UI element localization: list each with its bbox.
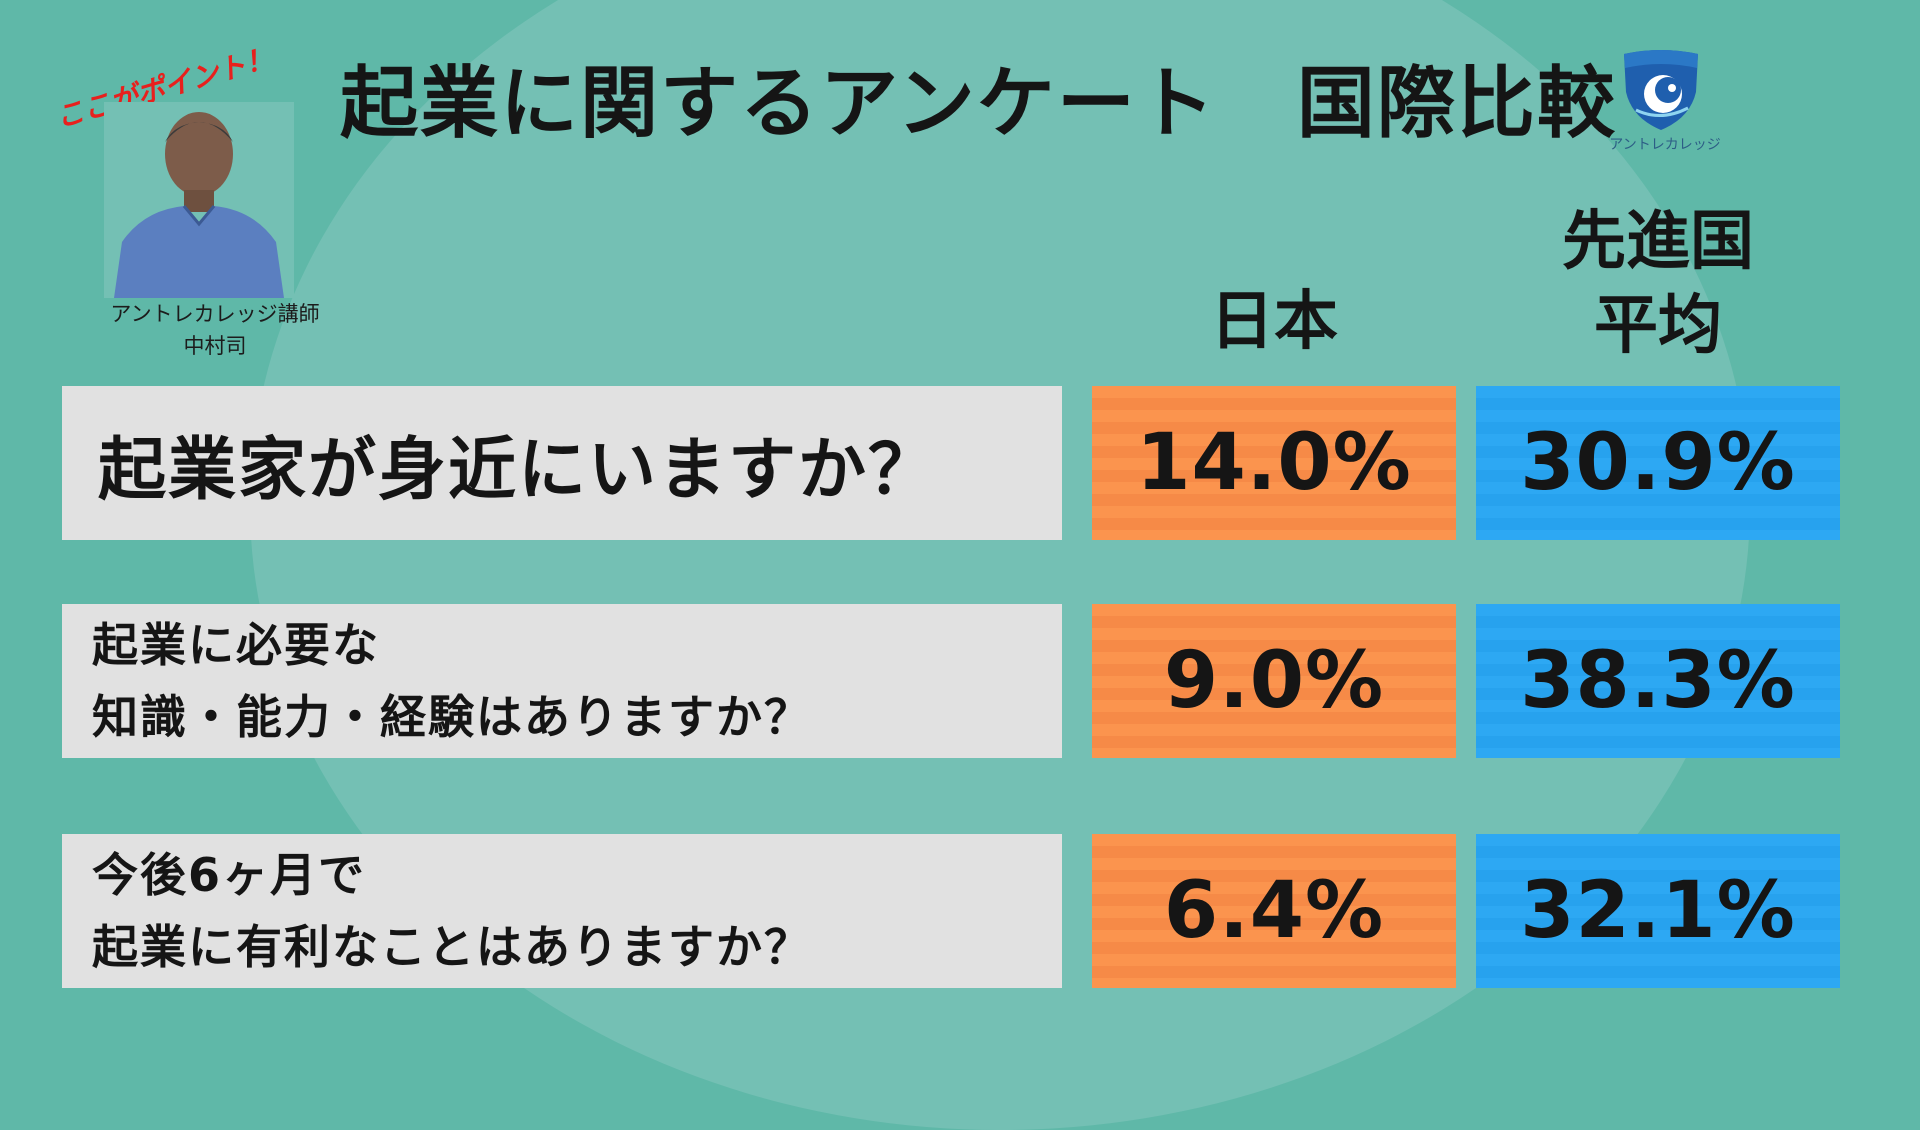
- question-row-3: 今後6ヶ月で 起業に有利なことはありますか？: [62, 834, 1062, 988]
- question-row-2: 起業に必要な 知識・能力・経験はありますか？: [62, 604, 1062, 758]
- page-title: 起業に関するアンケート 国際比較: [340, 59, 1617, 149]
- presenter-photo: [104, 102, 294, 298]
- japan-value-cell: 9.0%: [1092, 604, 1456, 758]
- presenter-role: アントレカレッジ講師: [110, 302, 320, 326]
- presenter-name: 中村司: [183, 334, 247, 358]
- advanced-value-cell: 30.9%: [1476, 386, 1840, 540]
- question-row-1: 起業家が身近にいますか？: [62, 386, 1062, 540]
- question-text: 今後6ヶ月で 起業に有利なことはありますか？: [92, 848, 812, 974]
- column-header-advanced: 先進国 平均: [1562, 205, 1754, 363]
- japan-value-cell: 14.0%: [1092, 386, 1456, 540]
- japan-value-cell: 6.4%: [1092, 834, 1456, 988]
- advanced-value-cell: 38.3%: [1476, 604, 1840, 758]
- advanced-value-cell: 32.1%: [1476, 834, 1840, 988]
- presenter-card: ここがポイント！ アントレカレッジ講師 中村司: [52, 36, 330, 366]
- column-header-japan: 日本: [1210, 285, 1338, 359]
- presenter-info: アントレカレッジ講師 中村司: [100, 298, 330, 362]
- question-text: 起業に必要な 知識・能力・経験はありますか？: [92, 618, 812, 744]
- question-text: 起業家が身近にいますか？: [98, 430, 939, 510]
- shield-logo-icon: [1624, 50, 1698, 130]
- brand-logo: アントレカレッジ: [1590, 46, 1740, 156]
- brand-name: アントレカレッジ: [1609, 137, 1721, 153]
